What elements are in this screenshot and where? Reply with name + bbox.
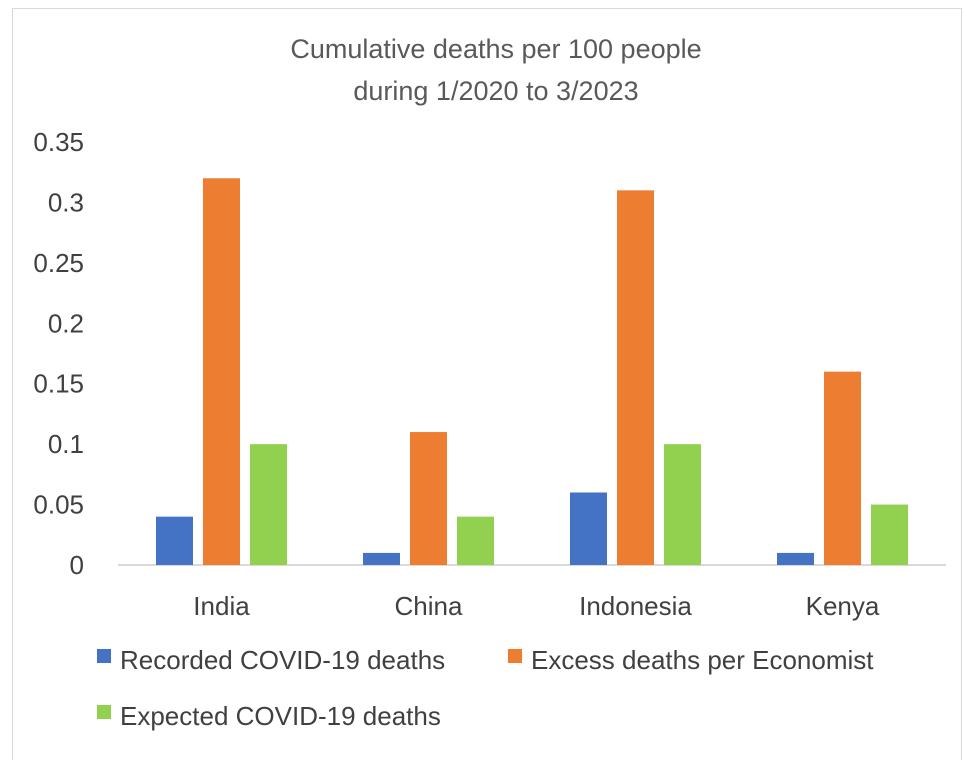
bar-kenya-series-0 [777, 552, 814, 565]
chart-frame [12, 8, 962, 760]
bar-indonesia-series-2 [664, 444, 701, 565]
legend-swatch [97, 705, 111, 719]
y-axis-ticks: 0 0.05 0.1 0.15 0.2 0.25 0.3 0.35 [33, 127, 84, 580]
y-tick-label: 0.1 [48, 429, 84, 459]
legend-label: Expected COVID-19 deaths [120, 701, 441, 731]
bar-kenya-series-2 [871, 504, 908, 565]
x-tick-label: China [395, 591, 463, 621]
y-tick-label: 0.3 [48, 187, 84, 217]
legend-swatch [97, 649, 111, 663]
y-tick-label: 0.2 [48, 308, 84, 338]
y-tick-label: 0 [70, 550, 84, 580]
bar-china-series-0 [363, 552, 400, 565]
legend-swatch [508, 649, 522, 663]
bar-india-series-0 [156, 516, 193, 565]
bar-kenya-series-1 [824, 371, 861, 565]
y-tick-label: 0.35 [33, 127, 84, 157]
bar-indonesia-series-1 [617, 190, 654, 566]
bar-india-series-1 [203, 178, 240, 565]
x-tick-label: Indonesia [579, 591, 692, 621]
chart-subtitle: during 1/2020 to 3/2023 [353, 76, 638, 106]
y-tick-label: 0.25 [33, 248, 84, 278]
y-tick-label: 0.15 [33, 369, 84, 399]
bar-india-series-2 [250, 444, 287, 565]
bars-group [156, 178, 908, 566]
bar-china-series-2 [457, 516, 494, 565]
legend-label: Excess deaths per Economist [531, 645, 874, 675]
legend-label: Recorded COVID-19 deaths [120, 645, 445, 675]
x-tick-label: Kenya [806, 591, 880, 621]
legend: Recorded COVID-19 deaths Excess deaths pe… [97, 645, 874, 731]
bar-china-series-1 [410, 432, 447, 565]
chart-title: Cumulative deaths per 100 people [290, 34, 701, 64]
y-tick-label: 0.05 [33, 490, 84, 520]
x-axis-categories: India China Indonesia Kenya [193, 591, 880, 621]
bar-indonesia-series-0 [570, 492, 607, 565]
x-tick-label: India [193, 591, 250, 621]
